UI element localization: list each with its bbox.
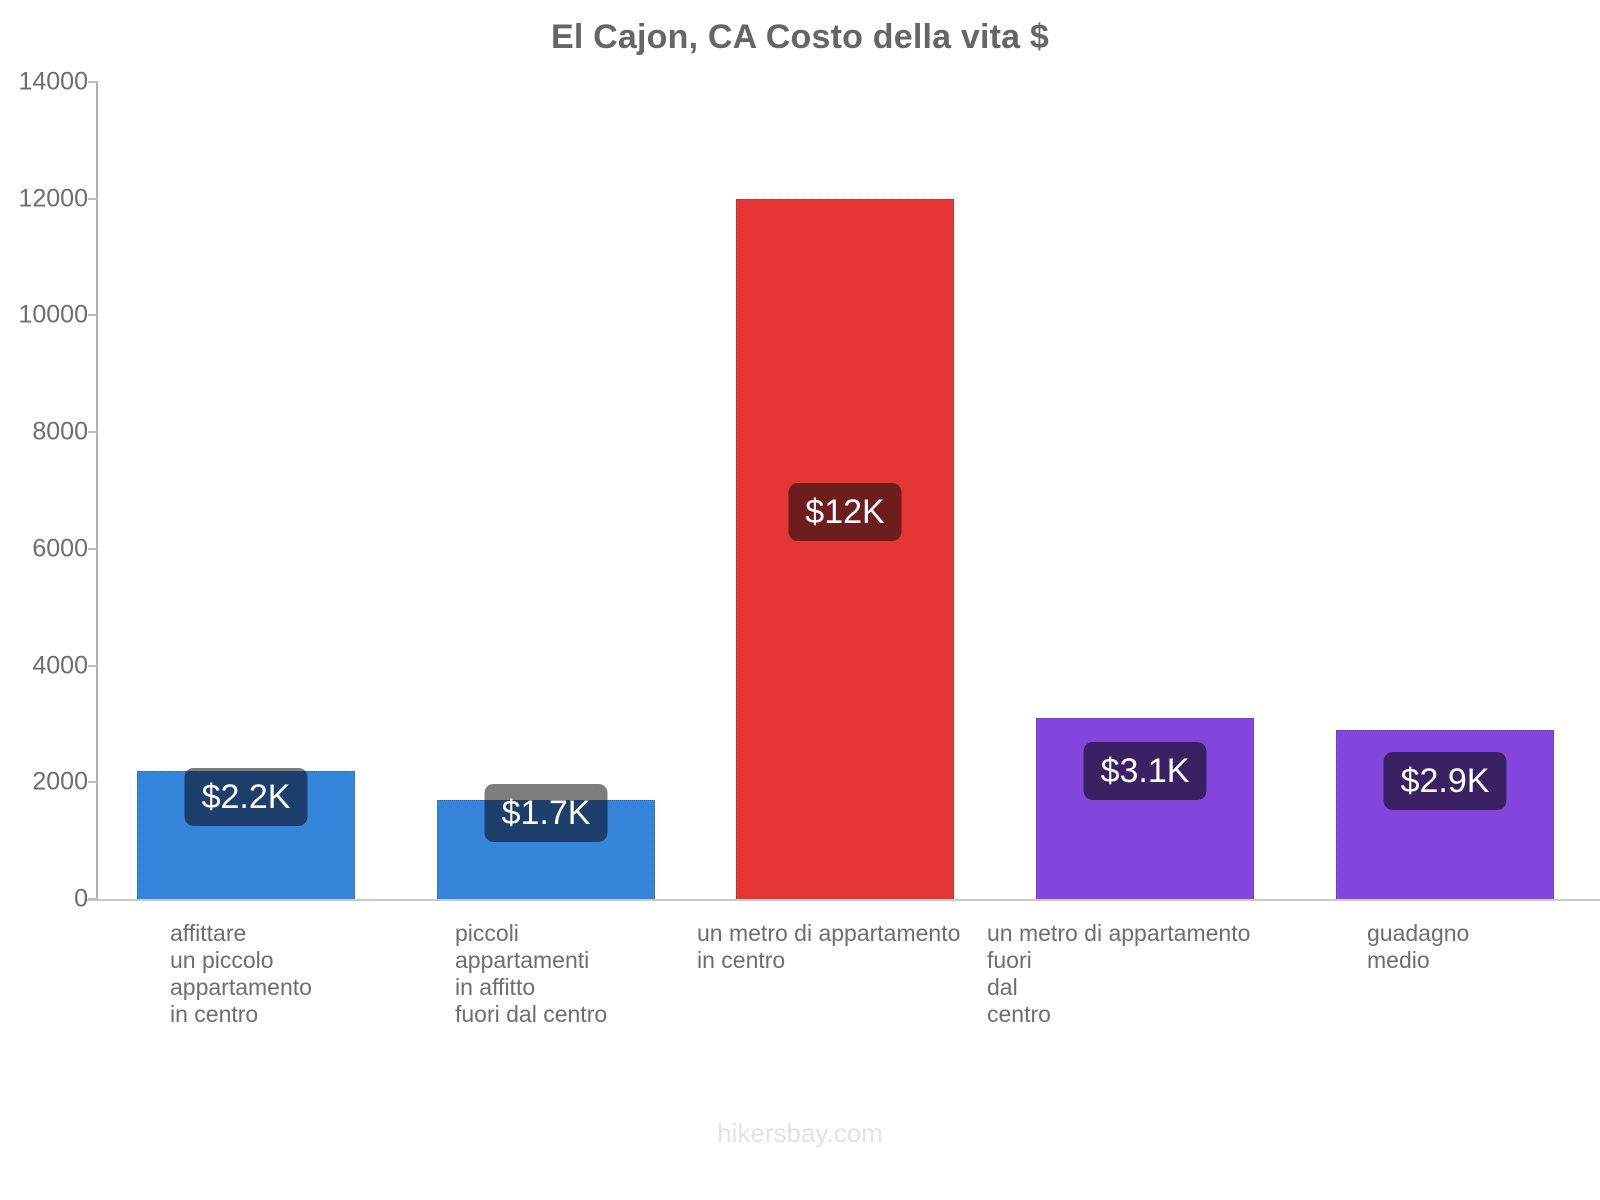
source-watermark: hikersbay.com bbox=[717, 1118, 883, 1148]
x-axis-category-label: affittare un piccolo appartamento in cen… bbox=[170, 920, 312, 1027]
value-label-inbar-clip bbox=[184, 770, 308, 826]
x-axis-category-label: un metro di appartamento fuori dal centr… bbox=[987, 920, 1251, 1027]
y-axis-tick-label: 10000 bbox=[18, 300, 88, 329]
x-axis-baseline bbox=[86, 899, 1600, 901]
value-label-text: $1.7K bbox=[501, 794, 591, 832]
value-label-text: $12K bbox=[805, 493, 885, 531]
value-label-badge bbox=[1083, 742, 1207, 800]
y-axis-tick-mark bbox=[88, 664, 98, 667]
value-label-text: $3.1K bbox=[1100, 752, 1190, 790]
value-label-inbar-clip bbox=[484, 799, 608, 842]
bar-value-label: $12K bbox=[788, 483, 902, 541]
value-label-inbar-clip bbox=[788, 483, 902, 541]
bar[interactable] bbox=[736, 198, 954, 899]
y-axis-tick-mark bbox=[88, 547, 98, 550]
value-label-badge bbox=[1383, 752, 1507, 810]
value-label-text: $2.2K bbox=[201, 778, 291, 816]
x-axis-category-label: piccoli appartamenti in affitto fuori da… bbox=[455, 920, 608, 1027]
y-axis-tick-label: 8000 bbox=[32, 417, 88, 446]
bar-value-label: $1.7K bbox=[484, 784, 608, 842]
bar-value-label: $3.1K bbox=[1083, 742, 1207, 800]
y-axis-tick-mark bbox=[88, 81, 98, 83]
y-axis-tick-mark bbox=[88, 314, 98, 317]
y-axis-tick-mark bbox=[88, 781, 98, 784]
y-axis-line bbox=[96, 82, 98, 900]
y-axis-tick-label: 0 bbox=[74, 884, 88, 913]
value-label-badge bbox=[788, 483, 902, 541]
x-axis-category-label: un metro di appartamento in centro bbox=[697, 920, 961, 973]
y-axis-tick-mark bbox=[88, 898, 98, 900]
y-axis-tick-label: 14000 bbox=[18, 67, 88, 96]
chart-title: El Cajon, CA Costo della vita $ bbox=[550, 18, 1050, 56]
bar-value-label: $2.2K bbox=[184, 768, 308, 826]
y-axis-tick-label: 2000 bbox=[32, 767, 88, 796]
x-axis-category-label: guadagno medio bbox=[1367, 920, 1470, 973]
value-label-inbar-clip bbox=[1083, 742, 1207, 800]
value-label-badge bbox=[184, 770, 308, 826]
y-axis-tick-label: 12000 bbox=[18, 184, 88, 213]
bar-value-label: $2.9K bbox=[1383, 752, 1507, 810]
y-axis-tick-label: 4000 bbox=[32, 651, 88, 680]
value-label-text: $2.9K bbox=[1400, 762, 1490, 800]
y-axis-tick-mark bbox=[88, 431, 98, 434]
y-axis-tick-mark bbox=[88, 197, 98, 200]
value-label-badge bbox=[484, 799, 608, 842]
value-label-inbar-clip bbox=[1383, 752, 1507, 810]
y-axis-tick-label: 6000 bbox=[32, 534, 88, 563]
